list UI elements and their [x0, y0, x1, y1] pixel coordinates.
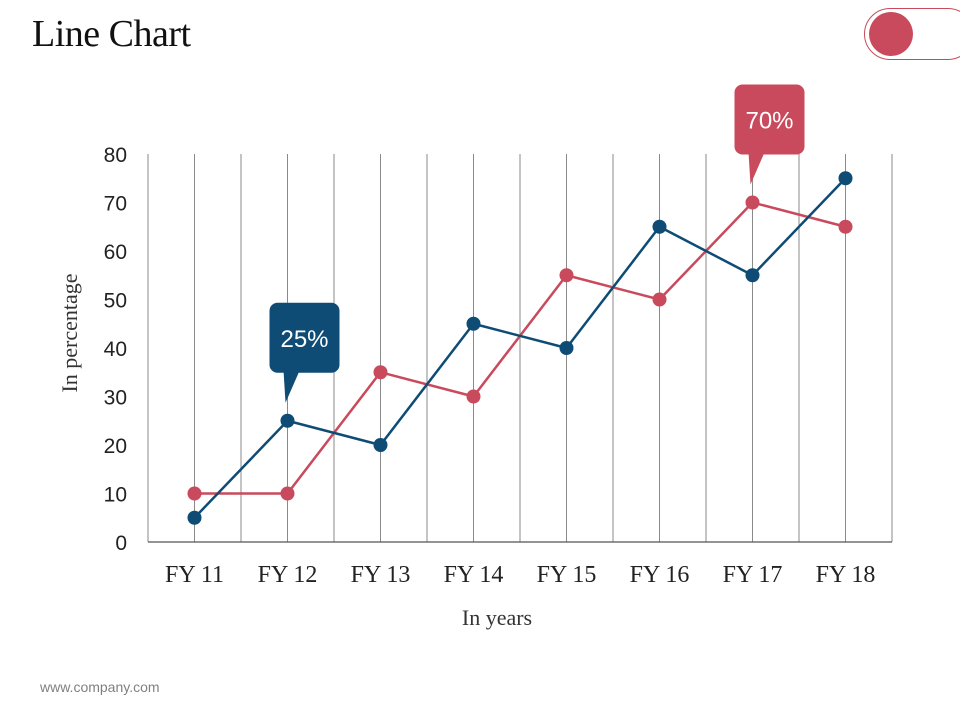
series-1-point	[838, 219, 853, 234]
y-tick-label: 30	[104, 387, 127, 410]
series-1-point	[745, 195, 760, 210]
toggle-decoration	[864, 8, 960, 60]
x-tick-label: FY 14	[444, 562, 504, 588]
series-2-point	[187, 510, 202, 525]
series-1-point	[187, 486, 202, 501]
label-layer: 0 10 20 30 40 50 60 70 80 FY 11 FY 12 FY 13 FY 14 FY …	[104, 144, 876, 588]
y-tick-label: 60	[104, 241, 127, 264]
footer-url: www.company.com	[40, 679, 160, 695]
series-line-2	[193, 177, 847, 519]
annotation-box	[734, 84, 805, 155]
x-tick-label: FY 17	[723, 562, 783, 588]
annotation-callout: 25%	[269, 302, 340, 403]
series-2-point	[373, 438, 388, 452]
series-2-point	[280, 413, 295, 428]
grid-layer	[147, 154, 893, 543]
series-1-point	[466, 389, 481, 404]
y-tick-label: 20	[104, 435, 127, 458]
annotation-label: 70%	[745, 108, 793, 135]
annotation-label: 25%	[280, 326, 328, 353]
annotation-pointer	[748, 152, 765, 185]
x-tick-label: FY 13	[351, 562, 411, 588]
series-1-point	[280, 486, 295, 501]
y-tick-label: 70	[104, 193, 127, 216]
y-axis-label: In percentage	[57, 273, 82, 392]
series-1-point	[373, 365, 388, 380]
x-tick-label: FY 12	[258, 562, 318, 588]
annotation-pointer	[283, 370, 300, 403]
series-2-point	[466, 316, 481, 331]
series-layer	[187, 171, 853, 525]
x-tick-label: FY 18	[816, 562, 876, 588]
x-tick-label: FY 15	[537, 562, 597, 588]
annotation-box	[269, 302, 340, 373]
page-title: Line Chart	[32, 13, 191, 55]
series-1-point	[559, 268, 574, 283]
y-tick-label: 0	[115, 532, 127, 555]
annotation-callout: 70%	[734, 84, 805, 185]
x-tick-label: FY 11	[165, 562, 224, 588]
series-2-point	[745, 268, 760, 283]
x-axis-label: In years	[462, 605, 532, 630]
callout-layer: 25% 70%	[269, 84, 805, 403]
series-1-point	[652, 292, 667, 307]
series-2-point	[652, 219, 667, 234]
series-2-point	[559, 341, 574, 355]
y-tick-label: 40	[104, 338, 127, 361]
x-tick-label: FY 16	[630, 562, 690, 588]
toggle-knob	[869, 12, 913, 56]
y-tick-label: 50	[104, 290, 127, 313]
y-tick-label: 10	[104, 484, 127, 507]
y-tick-label: 80	[104, 144, 127, 167]
series-2-point	[838, 171, 853, 186]
